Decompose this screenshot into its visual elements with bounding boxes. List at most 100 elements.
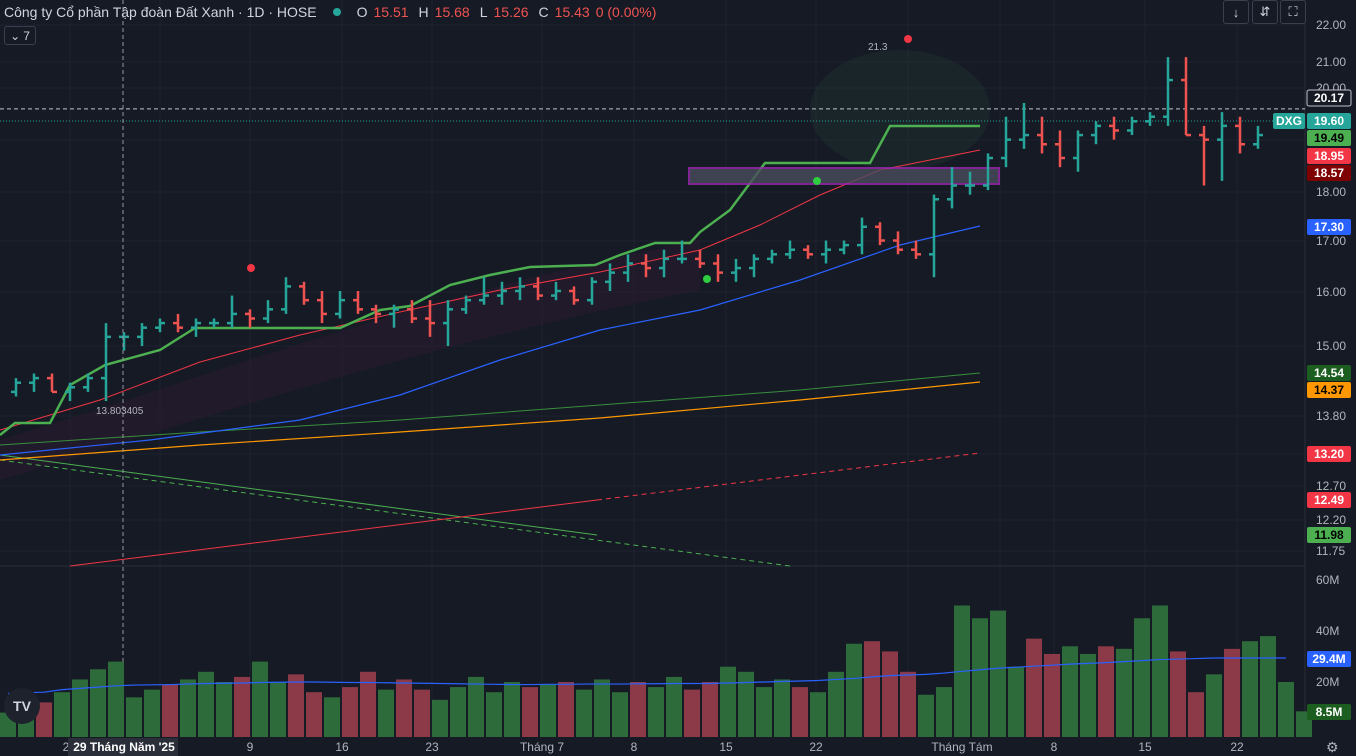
ohlc-bar [515, 277, 525, 301]
x-tick-label: 8 [631, 740, 638, 754]
ohlc-bar [1109, 116, 1119, 140]
volume-bar [540, 684, 556, 737]
volume-bar [630, 682, 646, 737]
volume-bar [1116, 648, 1132, 737]
price-label-bg [1307, 130, 1351, 146]
volume-bar [108, 661, 124, 737]
volume-bar [774, 679, 790, 737]
volume-bar [792, 687, 808, 737]
x-tick-label: 8 [1051, 740, 1058, 754]
price-label: 19.60 [1314, 114, 1344, 128]
volume-bar [432, 699, 448, 737]
ohlc-bar [623, 254, 633, 282]
y-tick-label: 13.80 [1316, 409, 1346, 423]
price-label-bg [1307, 704, 1351, 720]
arrow-down-icon: ↓ [1232, 4, 1240, 20]
y-tick-label: 16.00 [1316, 285, 1346, 299]
volume-bar [378, 689, 394, 737]
volume-bar [1044, 653, 1060, 737]
ohlc-bar [1019, 102, 1029, 149]
ohlc-bar [191, 318, 201, 337]
ohlc-bar [587, 277, 597, 305]
volume-bar [72, 679, 88, 737]
symbol-title[interactable]: Công ty Cổ phần Tập đoàn Đất Xanh · 1D ·… [4, 4, 317, 20]
ohlc-bar [677, 240, 687, 264]
y-tick-label: 15.00 [1316, 339, 1346, 353]
price-label: 8.5M [1316, 705, 1343, 719]
x-tick-label: 15 [1138, 740, 1152, 754]
ohlc-bar [407, 300, 417, 324]
collapse-button[interactable]: ↓ [1223, 0, 1249, 24]
price-label-bg [1307, 165, 1351, 181]
ohlc-bar [767, 249, 777, 264]
volume-bar [1080, 653, 1096, 737]
ohlc-bar [965, 171, 975, 195]
volume-bar [810, 692, 826, 737]
volume-tick-label: 60M [1316, 573, 1339, 587]
ohlc-bar [749, 254, 759, 278]
volume-bar [396, 679, 412, 737]
crosshair-date-bg [68, 738, 178, 756]
volume-bar [612, 692, 628, 737]
volume-bar [486, 692, 502, 737]
price-label: 14.37 [1314, 383, 1344, 397]
volume-bar [990, 610, 1006, 737]
close-label: C [538, 4, 549, 20]
swap-button[interactable]: ⇵ [1252, 0, 1278, 24]
tradingview-logo[interactable]: TV [4, 688, 40, 724]
pivot-high-marker [247, 264, 255, 272]
price-label: 13.20 [1314, 447, 1344, 461]
volume-bar [54, 692, 70, 737]
volume-bar [882, 651, 898, 737]
ohlc-bar [1163, 57, 1173, 126]
trendline-down-dashed [0, 459, 791, 567]
price-label: 12.49 [1314, 493, 1344, 507]
volume-bar [576, 689, 592, 737]
fullscreen-button[interactable]: ⛶ [1280, 0, 1306, 24]
volume-bar [450, 687, 466, 737]
ohlc-bar [641, 254, 651, 278]
price-label: DXG [1276, 114, 1302, 128]
ohlc-bar [155, 318, 165, 333]
ohlc-bar [785, 240, 795, 259]
ohlc-bar [83, 373, 93, 392]
volume-bar [666, 676, 682, 737]
x-tick-label: 15 [719, 740, 733, 754]
ohlc-bar [1055, 130, 1065, 168]
x-tick-label: 22 [809, 740, 823, 754]
fullscreen-icon: ⛶ [1288, 4, 1298, 19]
volume-tick-label: 40M [1316, 624, 1339, 638]
volume-bar [324, 697, 340, 737]
ohlc-bar [911, 240, 921, 259]
volume-bar [36, 702, 52, 737]
price-label-bg [1307, 527, 1351, 543]
ohlc-bar [875, 222, 885, 246]
ohlc-bar [101, 323, 111, 402]
ohlc-bar [1073, 130, 1083, 172]
open-value: 15.51 [373, 4, 409, 20]
chart-header: Công ty Cổ phần Tập đoàn Đất Xanh · 1D ·… [4, 2, 656, 22]
y-tick-label: 12.20 [1316, 513, 1346, 527]
gear-icon[interactable]: ⚙ [1326, 739, 1339, 755]
volume-bar [342, 687, 358, 737]
volume-bar [216, 682, 232, 737]
y-tick-label: 12.70 [1316, 479, 1346, 493]
ohlc-bar [137, 323, 147, 347]
indicator-count: 7 [23, 28, 30, 43]
ohlc-bar [659, 249, 669, 278]
ohlc-bar [11, 378, 21, 397]
ohlc-bar [695, 249, 705, 269]
ohlc-bar [1037, 116, 1047, 154]
price-label-bg [1273, 113, 1305, 129]
ohlc-bar [479, 277, 489, 305]
volume-bar [648, 687, 664, 737]
price-label-bg [1307, 492, 1351, 508]
y-tick-label: 22.00 [1316, 18, 1346, 32]
ema-long-2 [0, 381, 981, 461]
volume-bar [162, 684, 178, 737]
ohlc-bar [1127, 116, 1137, 136]
volume-bar [684, 689, 700, 737]
indicators-toggle[interactable]: ⌄ 7 [4, 26, 36, 45]
volume-bar [126, 697, 142, 737]
